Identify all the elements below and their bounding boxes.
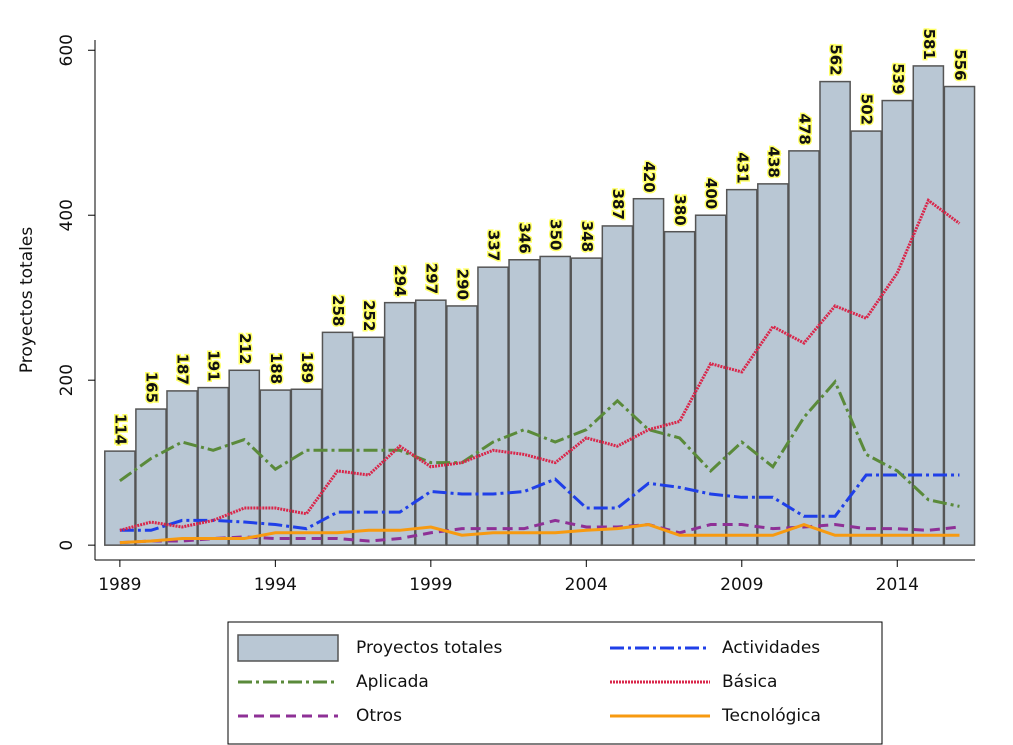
bar: [850, 130, 882, 546]
value-label: 502: [858, 94, 876, 125]
bar: [352, 336, 385, 546]
bar: [819, 80, 851, 546]
value-label: 346: [516, 222, 534, 253]
value-label: 556: [951, 49, 969, 80]
legend-label: Proyectos totales: [356, 638, 502, 658]
bar: [943, 85, 976, 546]
value-label: 420: [640, 161, 658, 192]
value-label: 350: [547, 219, 565, 250]
bar: [881, 99, 914, 546]
value-label: 252: [360, 300, 378, 331]
bar: [757, 183, 789, 546]
bar: [601, 225, 634, 546]
value-label: 294: [391, 265, 409, 296]
line-series: [119, 198, 961, 532]
value-label: 337: [485, 230, 503, 261]
y-tick-label: 400: [57, 199, 77, 231]
line-series: [119, 473, 960, 532]
x-tick-label: 2009: [720, 575, 763, 595]
value-label: 297: [422, 263, 440, 294]
x-tick-label: 1999: [409, 575, 452, 595]
legend-label: Aplicada: [356, 672, 429, 692]
bar: [477, 266, 509, 546]
y-axis-label: Proyectos totales: [17, 227, 37, 373]
bar: [446, 305, 478, 546]
bar: [912, 65, 945, 546]
value-label: 290: [453, 269, 471, 300]
value-label: 348: [578, 221, 596, 252]
legend-label: Básica: [722, 672, 777, 692]
legend-label: Actividades: [722, 638, 820, 658]
bar: [383, 301, 416, 546]
value-label: 581: [920, 29, 938, 60]
line-series: [119, 379, 960, 508]
bar: [321, 331, 354, 546]
value-label: 400: [702, 178, 720, 209]
x-tick-label: 1989: [98, 575, 141, 595]
bar: [414, 299, 447, 546]
value-label: 258: [329, 295, 347, 326]
y-tick-label: 600: [57, 34, 77, 66]
value-label: 188: [267, 353, 285, 384]
value-label: 189: [298, 352, 316, 383]
legend-swatch: [237, 634, 339, 662]
bar: [228, 369, 261, 546]
value-label: 431: [733, 152, 751, 183]
value-label: 562: [827, 44, 845, 75]
x-tick-label: 2014: [876, 575, 919, 595]
bar: [725, 188, 758, 546]
x-tick-label: 2004: [565, 575, 608, 595]
legend-label: Tecnológica: [721, 706, 821, 726]
value-label: 387: [609, 189, 627, 220]
y-tick-label: 200: [57, 364, 77, 396]
line-series: [119, 522, 960, 545]
value-label: 212: [236, 333, 254, 364]
value-label: 380: [671, 194, 689, 225]
value-label: 191: [205, 350, 223, 381]
value-label: 187: [174, 354, 192, 385]
value-label: 438: [764, 147, 782, 178]
bar: [632, 197, 665, 546]
legend-label: Otros: [356, 706, 402, 726]
bar: [570, 257, 603, 546]
value-label: 478: [795, 114, 813, 145]
y-tick-label: 0: [57, 540, 77, 551]
value-label: 539: [889, 63, 907, 94]
bar: [663, 230, 696, 546]
value-label: 165: [142, 372, 160, 403]
bar: [508, 259, 540, 546]
bar: [166, 390, 198, 546]
bar: [788, 150, 820, 546]
x-tick-label: 1994: [254, 575, 297, 595]
bar: [290, 388, 323, 546]
line-series: [119, 518, 960, 545]
value-label: 114: [111, 414, 129, 445]
bar: [539, 255, 572, 546]
